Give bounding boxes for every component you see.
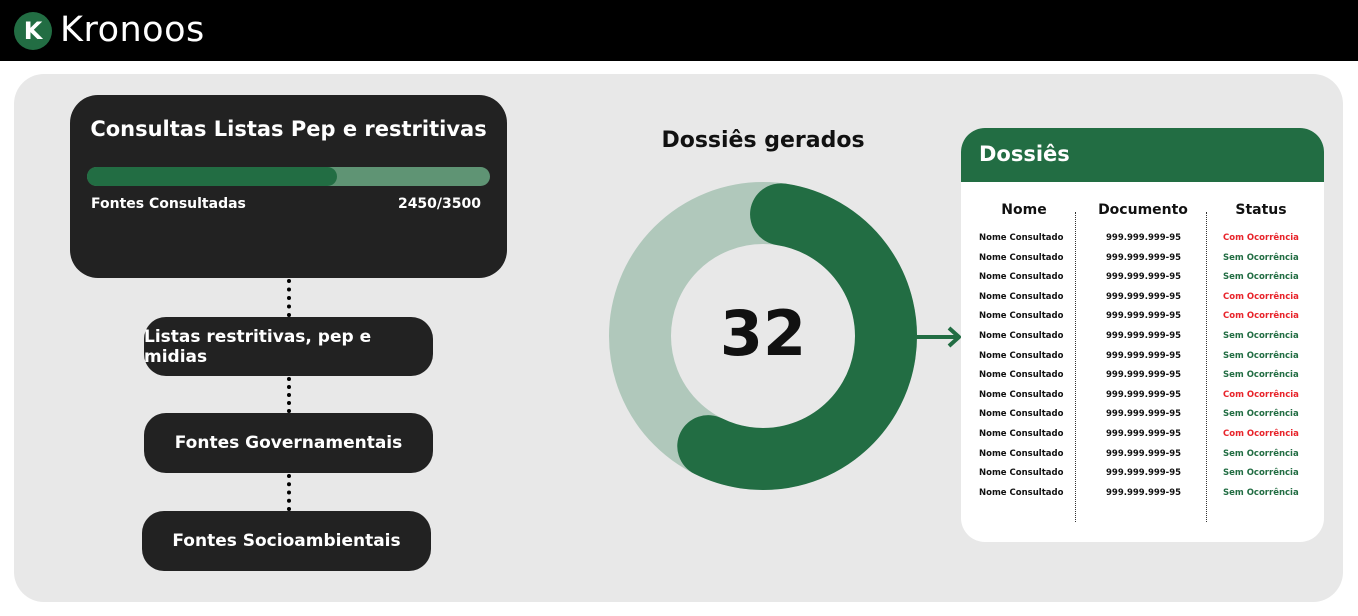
table-row[interactable]: Nome Consultado 999.999.999-95 Sem Ocorrên… [961, 270, 1324, 290]
progress-count: 2450/3500 [398, 196, 481, 212]
table-row[interactable]: Nome Consultado 999.999.999-95 Sem Ocorrên… [961, 447, 1324, 467]
logo-letter: K [24, 19, 43, 43]
cell-nome: Nome Consultado [979, 388, 1063, 402]
column-header-documento: Documento [1093, 202, 1193, 218]
cell-nome: Nome Consultado [979, 447, 1063, 461]
cell-documento: 999.999.999-95 [1106, 290, 1181, 304]
donut-value: 32 [608, 296, 918, 372]
source-pill-fontes-socioambientais[interactable]: Fontes Socioambientais [142, 511, 431, 571]
cell-documento: 999.999.999-95 [1106, 309, 1181, 323]
table-row[interactable]: Nome Consultado 999.999.999-95 Com Ocorrên… [961, 231, 1324, 251]
cell-documento: 999.999.999-95 [1106, 447, 1181, 461]
cell-nome: Nome Consultado [979, 368, 1063, 382]
donut-title: Dossiês gerados [610, 128, 916, 153]
table-row[interactable]: Nome Consultado 999.999.999-95 Com Ocorrên… [961, 309, 1324, 329]
table-row[interactable]: Nome Consultado 999.999.999-95 Com Ocorrên… [961, 427, 1324, 447]
connector-line [287, 474, 291, 511]
table-row[interactable]: Nome Consultado 999.999.999-95 Com Ocorrên… [961, 388, 1324, 408]
progress-label: Fontes Consultadas [91, 196, 246, 212]
cell-documento: 999.999.999-95 [1106, 407, 1181, 421]
dossies-rows: Nome Consultado 999.999.999-95 Com Ocorrên… [961, 231, 1324, 505]
cell-documento: 999.999.999-95 [1106, 231, 1181, 245]
cell-nome: Nome Consultado [979, 270, 1063, 284]
cell-nome: Nome Consultado [979, 251, 1063, 265]
cell-nome: Nome Consultado [979, 231, 1063, 245]
cell-status: Com Ocorrência [1223, 388, 1299, 402]
progress-bar-fill [87, 167, 337, 186]
top-bar: K Kronoos [0, 0, 1358, 61]
cell-status: Sem Ocorrência [1223, 368, 1299, 382]
table-row[interactable]: Nome Consultado 999.999.999-95 Sem Ocorrên… [961, 251, 1324, 271]
table-row[interactable]: Nome Consultado 999.999.999-95 Sem Ocorrên… [961, 329, 1324, 349]
kronoos-logo-icon: K [14, 12, 52, 50]
connector-line [287, 377, 291, 413]
table-row[interactable]: Nome Consultado 999.999.999-95 Sem Ocorrên… [961, 407, 1324, 427]
table-row[interactable]: Nome Consultado 999.999.999-95 Com Ocorrên… [961, 290, 1324, 310]
column-header-status: Status [1223, 202, 1299, 218]
cell-documento: 999.999.999-95 [1106, 368, 1181, 382]
cell-status: Com Ocorrência [1223, 427, 1299, 441]
column-header-nome: Nome [983, 202, 1065, 218]
cell-status: Sem Ocorrência [1223, 349, 1299, 363]
cell-documento: 999.999.999-95 [1106, 270, 1181, 284]
cell-status: Sem Ocorrência [1223, 466, 1299, 480]
cell-status: Sem Ocorrência [1223, 251, 1299, 265]
source-pill-fontes-governamentais[interactable]: Fontes Governamentais [144, 413, 433, 473]
cell-status: Sem Ocorrência [1223, 329, 1299, 343]
cell-status: Com Ocorrência [1223, 309, 1299, 323]
cell-nome: Nome Consultado [979, 466, 1063, 480]
cell-status: Sem Ocorrência [1223, 447, 1299, 461]
cell-nome: Nome Consultado [979, 427, 1063, 441]
progress-bar [87, 167, 490, 186]
progress-card-title: Consultas Listas Pep e restritivas [70, 117, 507, 141]
cell-nome: Nome Consultado [979, 329, 1063, 343]
table-row[interactable]: Nome Consultado 999.999.999-95 Sem Ocorrên… [961, 368, 1324, 388]
cell-documento: 999.999.999-95 [1106, 329, 1181, 343]
cell-nome: Nome Consultado [979, 309, 1063, 323]
cell-status: Com Ocorrência [1223, 290, 1299, 304]
dossies-table-header: Dossiês [961, 128, 1324, 182]
cell-documento: 999.999.999-95 [1106, 466, 1181, 480]
cell-documento: 999.999.999-95 [1106, 388, 1181, 402]
cell-documento: 999.999.999-95 [1106, 251, 1181, 265]
table-row[interactable]: Nome Consultado 999.999.999-95 Sem Ocorrên… [961, 349, 1324, 369]
cell-documento: 999.999.999-95 [1106, 349, 1181, 363]
cell-documento: 999.999.999-95 [1106, 486, 1181, 500]
consultas-progress-card: Consultas Listas Pep e restritivas Fonte… [70, 95, 507, 278]
dossies-table-card: Dossiês Nome Documento Status Nome Consu… [961, 128, 1324, 542]
cell-status: Com Ocorrência [1223, 231, 1299, 245]
table-row[interactable]: Nome Consultado 999.999.999-95 Sem Ocorrên… [961, 486, 1324, 506]
connector-line [287, 279, 291, 317]
cell-status: Sem Ocorrência [1223, 407, 1299, 421]
arrow-right-icon [914, 324, 966, 350]
cell-status: Sem Ocorrência [1223, 486, 1299, 500]
dossies-table-title: Dossiês [979, 142, 1070, 166]
cell-nome: Nome Consultado [979, 407, 1063, 421]
cell-status: Sem Ocorrência [1223, 270, 1299, 284]
cell-nome: Nome Consultado [979, 349, 1063, 363]
source-pill-listas-restritivas[interactable]: Listas restritivas, pep e midias [144, 317, 433, 376]
cell-nome: Nome Consultado [979, 290, 1063, 304]
brand-name: Kronoos [60, 10, 205, 50]
cell-nome: Nome Consultado [979, 486, 1063, 500]
table-row[interactable]: Nome Consultado 999.999.999-95 Sem Ocorrên… [961, 466, 1324, 486]
cell-documento: 999.999.999-95 [1106, 427, 1181, 441]
